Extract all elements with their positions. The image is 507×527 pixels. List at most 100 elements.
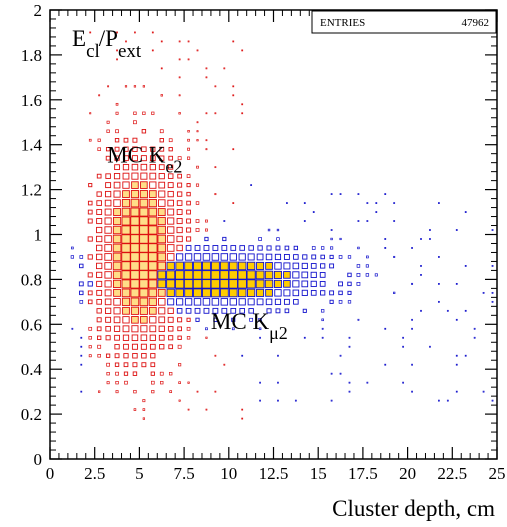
bin-kmu2 xyxy=(204,236,209,242)
bin-ke2 xyxy=(168,155,174,161)
bin-kmu2 xyxy=(320,263,326,269)
bin-ke2 xyxy=(158,164,165,171)
bin-ke2 xyxy=(112,225,122,235)
bin-kmu2 xyxy=(266,245,272,251)
bin-kmu2 xyxy=(438,256,440,258)
bin-ke2 xyxy=(157,225,166,235)
bin-ke2 xyxy=(176,244,183,252)
bin-ke2 xyxy=(114,353,120,359)
bin-kmu2 xyxy=(356,264,361,268)
bin-kmu2 xyxy=(87,281,93,287)
annotations: MC Ke2 MC Kμ2 xyxy=(107,143,288,343)
bin-ke2 xyxy=(148,306,157,315)
bin-kmu2 xyxy=(246,279,256,289)
bin-ke2 xyxy=(130,297,140,307)
bin-kmu2 xyxy=(348,390,351,393)
bin-kmu2 xyxy=(256,253,264,261)
bin-kmu2 xyxy=(311,254,317,260)
x-tick-label: 0 xyxy=(46,464,55,483)
bin-kmu2 xyxy=(258,237,262,241)
bin-kmu2 xyxy=(283,254,290,260)
bin-ke2 xyxy=(97,147,101,151)
bin-kmu2 xyxy=(185,307,192,314)
bin-kmu2 xyxy=(193,288,202,298)
bin-kmu2 xyxy=(222,236,227,242)
bin-ke2 xyxy=(133,120,137,125)
y-tick-label: 0.6 xyxy=(21,315,42,334)
bin-kmu2 xyxy=(276,228,280,232)
bin-ke2 xyxy=(140,163,148,171)
bin-ke2 xyxy=(130,234,140,244)
bin-kmu2 xyxy=(193,298,202,306)
bin-kmu2 xyxy=(330,372,333,375)
bin-kmu2 xyxy=(256,261,265,270)
bin-ke2 xyxy=(112,234,122,244)
bin-kmu2 xyxy=(320,254,325,260)
bin-kmu2 xyxy=(491,229,494,231)
bin-ke2 xyxy=(130,261,140,271)
bin-kmu2 xyxy=(264,279,274,289)
bin-kmu2 xyxy=(482,390,485,393)
bin-ke2 xyxy=(139,288,149,298)
bin-kmu2 xyxy=(184,288,193,298)
bin-ke2 xyxy=(113,316,121,324)
bin-kmu2 xyxy=(203,307,210,314)
bin-kmu2 xyxy=(411,363,413,366)
bin-ke2 xyxy=(149,155,156,162)
bin-kmu2 xyxy=(238,298,246,306)
bin-kmu2 xyxy=(384,363,387,366)
bin-ke2 xyxy=(87,200,93,206)
bin-kmu2 xyxy=(174,270,185,280)
bin-kmu2 xyxy=(302,254,308,260)
bin-kmu2 xyxy=(79,263,84,269)
y-tick-label: 0 xyxy=(34,450,43,469)
bin-ke2 xyxy=(141,362,147,368)
bin-ke2 xyxy=(96,226,103,234)
bin-kmu2 xyxy=(277,399,279,402)
bin-kmu2 xyxy=(228,261,238,271)
bin-kmu2 xyxy=(250,184,253,187)
y-tick-label: 1.4 xyxy=(21,136,43,155)
bin-ke2 xyxy=(166,244,175,252)
bin-ke2 xyxy=(196,121,199,124)
bin-ke2 xyxy=(88,183,93,188)
bin-ke2 xyxy=(141,353,147,359)
bin-ke2 xyxy=(149,181,157,189)
bin-ke2 xyxy=(214,85,217,88)
bin-kmu2 xyxy=(330,229,333,231)
bin-ke2 xyxy=(89,112,92,115)
bin-kmu2 xyxy=(277,354,279,357)
bin-kmu2 xyxy=(80,354,83,357)
bin-ke2 xyxy=(196,165,199,169)
bin-ke2 xyxy=(97,353,101,358)
bin-kmu2 xyxy=(237,270,247,280)
bin-ke2 xyxy=(187,156,191,160)
bin-kmu2 xyxy=(491,300,494,303)
bin-kmu2 xyxy=(319,272,326,278)
bin-kmu2 xyxy=(339,193,342,195)
bin-ke2 xyxy=(139,207,149,217)
bin-ke2 xyxy=(87,299,93,305)
bin-ke2 xyxy=(131,155,138,162)
bin-kmu2 xyxy=(265,262,273,270)
bin-kmu2 xyxy=(201,288,211,298)
bin-ke2 xyxy=(121,252,131,262)
bin-kmu2 xyxy=(264,270,274,280)
bin-kmu2 xyxy=(366,220,369,222)
bin-kmu2 xyxy=(220,298,229,306)
bin-ke2 xyxy=(105,316,112,323)
bin-kmu2 xyxy=(303,202,306,204)
bin-kmu2 xyxy=(228,288,238,298)
bin-ke2 xyxy=(160,381,164,385)
bin-kmu2 xyxy=(321,318,324,322)
bin-kmu2 xyxy=(311,246,316,250)
bin-kmu2 xyxy=(176,308,183,314)
bin-kmu2 xyxy=(228,270,238,280)
bin-ke2 xyxy=(186,209,191,215)
bin-kmu2 xyxy=(491,265,494,267)
bin-kmu2 xyxy=(293,254,299,260)
bin-ke2 xyxy=(113,199,121,207)
bin-ke2 xyxy=(131,316,139,324)
bin-ke2 xyxy=(122,172,130,180)
bin-ke2 xyxy=(106,372,110,376)
